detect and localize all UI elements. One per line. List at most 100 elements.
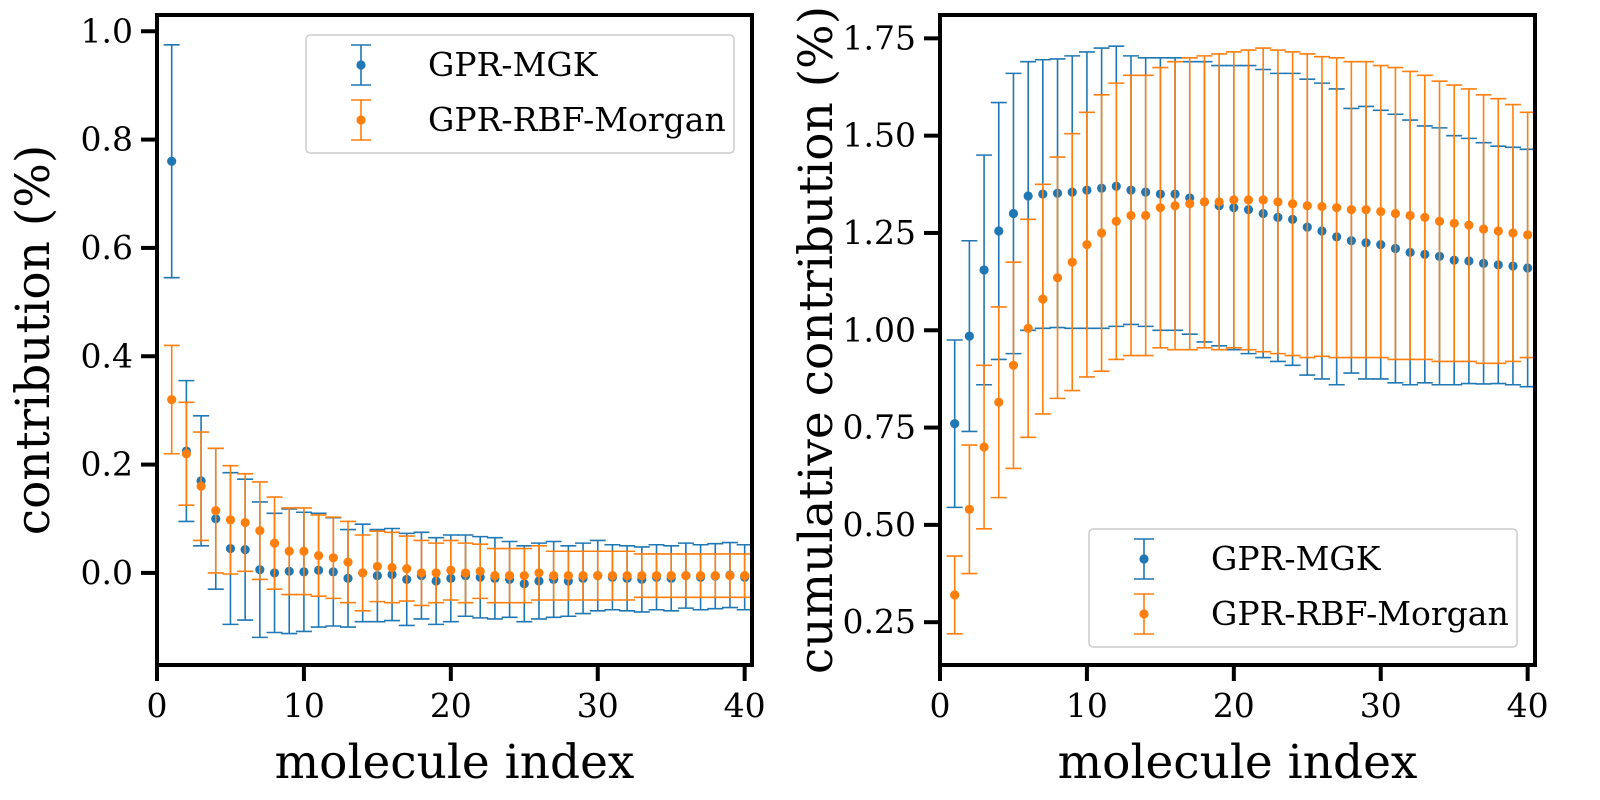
series-gpr-rbf-morgan [163,344,752,612]
data-point [964,331,974,341]
y-tick-label: 1.25 [843,213,916,252]
x-tick-label: 30 [577,686,619,725]
series-gpr-rbf-morgan [946,47,1535,635]
y-tick-label: 0.6 [81,228,133,267]
data-point [1405,210,1415,221]
legend-marker-gpr-rbf-morgan [1134,593,1154,635]
data-point [167,394,177,405]
data-point [740,571,750,581]
x-tick-label: 40 [724,686,766,725]
contribution-legend-box [305,34,735,154]
y-tick-label: 0.4 [81,336,133,375]
data-point [504,571,515,581]
x-tick-label: 20 [430,686,472,725]
data-point [1273,197,1283,207]
data-point [1258,195,1268,205]
data-point [1170,201,1180,211]
legend-label-gpr-rbf-morgan: GPR-RBF-Morgan [1211,594,1509,633]
cumulative-x-axis-label: molecule index [1058,735,1418,790]
data-point [637,571,647,581]
data-point [255,526,265,536]
y-tick-label: 0.50 [843,505,916,544]
cumulative-plot-frame [938,13,1537,667]
cumulative-legend-box [1088,528,1518,648]
data-point [1141,210,1151,221]
data-point [1052,273,1063,283]
data-point [196,481,206,491]
data-point [225,515,236,525]
data-point [1023,323,1033,333]
data-point [1287,199,1298,209]
cumulative-legend-item-gpr-rbf-morgan: GPR-RBF-Morgan [1134,593,1509,635]
data-point [607,571,618,581]
data-point [1185,199,1195,209]
data-point [1434,216,1445,226]
legend-marker-gpr-rbf-morgan [351,99,371,141]
y-tick-label: 0.2 [81,445,133,484]
contribution-y-axis-label: contribution (%) [6,145,61,535]
y-tick-label: 1.00 [843,310,916,349]
data-point [1199,197,1210,207]
data-point [1008,208,1019,219]
data-point [167,156,177,166]
data-point [181,449,191,459]
data-point [1420,212,1430,222]
data-point [1111,216,1121,226]
x-tick-label: 30 [1360,686,1402,725]
y-tick-label: 1.75 [843,18,916,57]
data-point [1390,208,1401,219]
data-point [372,561,382,572]
data-point [1361,205,1371,215]
x-tick-label: 20 [1213,686,1255,725]
data-point [534,568,544,578]
data-point [979,265,989,275]
legend-marker-gpr-mgk [351,44,371,86]
data-point [994,226,1004,236]
data-point [446,565,456,575]
y-tick-label: 0.8 [81,120,133,159]
y-tick-label: 1.50 [843,116,916,155]
data-point [1214,197,1224,207]
cumulative-contribution-chart: 0 10 20 30 40 0.25 0.50 0.75 1.00 1.25 1.50 1.75 mo… [789,6,1549,790]
data-point [416,568,427,578]
data-point [549,571,559,581]
data-point [460,568,471,578]
data-point [622,571,632,581]
contribution-ticks: 0 10 20 30 40 0.0 0.2 0.4 0.6 0.8 1.0 [81,11,766,725]
data-point [1155,203,1165,213]
data-point [1229,195,1239,205]
contribution-legend: GPR-MGK GPR-RBF-Morgan [305,34,735,154]
data-point [490,571,500,581]
legend-label-gpr-mgk: GPR-MGK [1211,539,1382,578]
data-point [979,442,989,452]
data-point [1097,228,1107,238]
data-point [681,571,691,581]
contribution-legend-item-gpr-mgk: GPR-MGK [351,44,599,86]
y-tick-label: 1.0 [81,11,133,50]
data-point [328,553,338,563]
data-point [402,563,412,574]
data-point [1082,240,1092,250]
data-point [1478,224,1489,234]
data-point [1243,195,1254,205]
data-point [1067,257,1077,267]
data-point [950,590,960,600]
data-point [666,571,676,581]
cumulative-legend-item-gpr-mgk: GPR-MGK [1134,538,1382,580]
y-tick-label: 0.75 [843,408,916,447]
x-tick-label: 10 [283,686,325,725]
data-point [578,571,588,581]
x-tick-label: 10 [1066,686,1108,725]
series-gpr-mgk [946,45,1535,509]
x-tick-label: 0 [147,686,168,725]
x-tick-label: 0 [930,686,951,725]
data-point [695,571,706,581]
data-point [1317,201,1327,212]
data-point [299,546,309,556]
contribution-x-axis-label: molecule index [275,735,635,790]
data-point [1302,201,1312,211]
data-point [710,571,720,581]
data-point [1493,226,1503,236]
cumulative-y-axis-label: cumulative contribution (%) [789,6,844,674]
